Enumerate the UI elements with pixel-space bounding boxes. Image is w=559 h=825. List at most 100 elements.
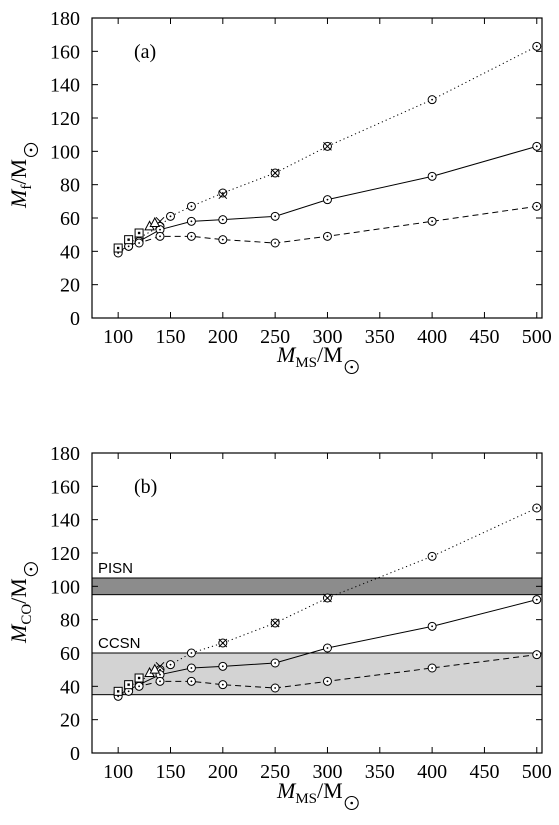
point-square (113, 686, 123, 696)
point-circle (532, 201, 542, 211)
y-tick-label: 160 (50, 41, 80, 63)
point-circle (427, 551, 437, 561)
y-tick-label: 20 (60, 275, 80, 297)
point-circle (270, 658, 280, 668)
point-cross (218, 638, 228, 648)
point-circle (186, 231, 196, 241)
x-axis-label: MMS/M (276, 342, 359, 375)
point-cross (270, 168, 280, 178)
y-tick-label: 100 (50, 576, 80, 598)
point-circle (427, 216, 437, 226)
svg-text:MMS/M: MMS/M (276, 342, 343, 371)
point-circle (218, 235, 228, 245)
x-tick-label: 400 (417, 761, 447, 783)
svg-text:Mf/M: Mf/M (6, 159, 35, 209)
panel-b: PISN CCSN 100 150 200 250 300 350 400 450 500 0 20 40… (6, 443, 552, 811)
point-circle (186, 663, 196, 673)
point-circle (186, 676, 196, 686)
point-square (124, 680, 134, 690)
point-circle (165, 211, 175, 221)
x-tick-label: 250 (260, 761, 290, 783)
point-circle (155, 225, 165, 235)
y-tick-label: 100 (50, 141, 80, 163)
x-tick-label: 350 (365, 326, 395, 348)
sun-symbol (23, 142, 39, 158)
y-tick-label: 140 (50, 510, 80, 532)
point-circle (155, 231, 165, 241)
x-tick-label: 200 (208, 761, 238, 783)
point-circle (218, 661, 228, 671)
x-tick-label: 350 (365, 761, 395, 783)
y-tick-label: 80 (60, 175, 80, 197)
point-circle (427, 171, 437, 181)
point-circle (186, 216, 196, 226)
band-pisn (91, 577, 543, 596)
svg-text:MCO/M: MCO/M (6, 578, 35, 644)
point-triangle (149, 663, 161, 674)
panel-label: (a) (134, 41, 156, 63)
point-triangle (149, 216, 161, 227)
point-circle (322, 231, 332, 241)
y-tick-label: 120 (50, 108, 80, 130)
point-cross (323, 593, 332, 603)
x-tick-label: 400 (417, 326, 447, 348)
plot-frame (91, 452, 543, 754)
point-circle (270, 211, 280, 221)
point-circle (186, 648, 196, 658)
point-circle (532, 141, 542, 151)
x-tick-label: 500 (522, 761, 552, 783)
y-tick-label: 0 (70, 308, 80, 330)
x-tick-label: 150 (155, 761, 185, 783)
y-tick-label: 160 (50, 476, 80, 498)
point-circle (218, 680, 228, 690)
point-circle (532, 503, 542, 513)
point-circle (218, 215, 228, 225)
x-tick-label: 450 (469, 326, 499, 348)
series-line-solid (117, 145, 537, 252)
x-tick-label: 100 (103, 326, 133, 348)
y-tick-label: 40 (60, 241, 80, 263)
y-tick-label: 180 (50, 443, 80, 465)
sun-symbol (344, 359, 359, 375)
x-tick-label: 150 (155, 326, 185, 348)
band-label-pisn: PISN (98, 560, 133, 577)
point-circle (155, 676, 165, 686)
svg-text:MMS/M: MMS/M (276, 778, 343, 807)
y-axis-label: Mf/M (6, 142, 39, 209)
y-tick-label: 80 (60, 610, 80, 632)
series-line-dashed (117, 205, 537, 254)
y-tick-label: 180 (50, 8, 80, 30)
x-tick-label: 500 (522, 326, 552, 348)
point-circle (270, 238, 280, 248)
point-circle (532, 650, 542, 660)
point-cross (270, 618, 280, 628)
y-tick-label: 60 (60, 643, 80, 665)
band-label-ccsn: CCSN (98, 635, 141, 652)
plot-frame (91, 17, 543, 319)
y-tick-label: 40 (60, 676, 80, 698)
point-circle (532, 41, 542, 51)
point-cross (218, 190, 228, 200)
sun-symbol (344, 795, 359, 811)
point-circle (532, 595, 542, 605)
series-line-dashed (117, 654, 537, 697)
x-tick-label: 200 (208, 326, 238, 348)
point-circle (270, 683, 280, 693)
point-circle (427, 621, 437, 631)
y-axis-label: MCO/M (6, 562, 39, 644)
y-tick-label: 0 (70, 743, 80, 765)
panel-label: (b) (134, 476, 157, 498)
point-circle (124, 686, 134, 696)
y-tick-label: 20 (60, 710, 80, 732)
point-circle (134, 681, 144, 691)
point-square (134, 228, 144, 238)
point-circle (322, 676, 332, 686)
point-square (113, 243, 123, 253)
point-circle (427, 663, 437, 673)
y-tick-label: 120 (50, 543, 80, 565)
point-cross (323, 141, 332, 151)
x-axis-label: MMS/M (276, 778, 359, 811)
point-square (124, 235, 134, 245)
point-circle (322, 643, 332, 653)
